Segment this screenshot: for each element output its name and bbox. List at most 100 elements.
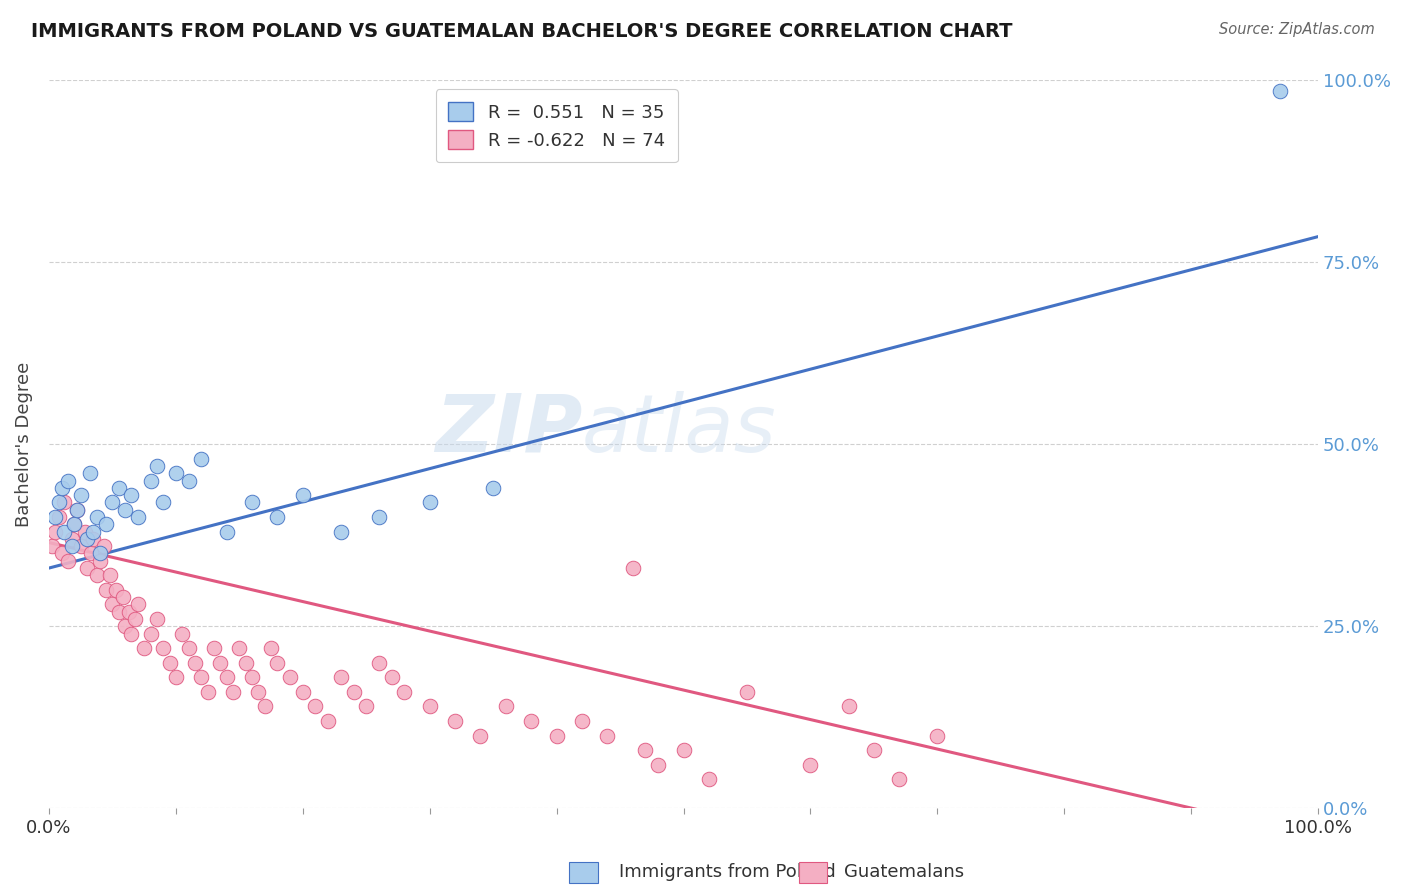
- Point: [53, 495, 76, 509]
- Point: [381, 670, 404, 684]
- Point: [394, 685, 416, 699]
- Point: [146, 458, 169, 473]
- Point: [316, 714, 339, 728]
- Point: [63, 517, 86, 532]
- Point: [146, 612, 169, 626]
- Point: [621, 561, 644, 575]
- Point: [470, 729, 492, 743]
- Point: [735, 685, 758, 699]
- Point: [197, 685, 219, 699]
- Y-axis label: Bachelor's Degree: Bachelor's Degree: [15, 361, 32, 527]
- Point: [634, 743, 657, 757]
- Point: [1268, 84, 1291, 98]
- Point: [190, 451, 212, 466]
- Point: [82, 532, 104, 546]
- Point: [98, 568, 121, 582]
- Point: [228, 641, 250, 656]
- Point: [107, 481, 129, 495]
- Point: [863, 743, 886, 757]
- Point: [889, 772, 911, 787]
- Point: [266, 510, 288, 524]
- Point: [73, 524, 96, 539]
- Point: [124, 612, 146, 626]
- Point: [799, 757, 821, 772]
- Point: [927, 729, 949, 743]
- Point: [139, 626, 162, 640]
- Text: IMMIGRANTS FROM POLAND VS GUATEMALAN BACHELOR'S DEGREE CORRELATION CHART: IMMIGRANTS FROM POLAND VS GUATEMALAN BAC…: [31, 22, 1012, 41]
- Point: [235, 656, 257, 670]
- Point: [190, 670, 212, 684]
- Point: [356, 699, 378, 714]
- Text: Guatemalans: Guatemalans: [844, 863, 963, 881]
- Point: [82, 524, 104, 539]
- Point: [48, 510, 70, 524]
- Point: [291, 685, 314, 699]
- Point: [80, 546, 103, 560]
- Point: [114, 502, 136, 516]
- Point: [419, 495, 441, 509]
- Point: [152, 495, 174, 509]
- Point: [266, 656, 288, 670]
- Point: [546, 729, 568, 743]
- Point: [56, 554, 79, 568]
- Point: [172, 626, 194, 640]
- Point: [177, 641, 200, 656]
- Point: [56, 474, 79, 488]
- Point: [111, 590, 134, 604]
- Point: [159, 656, 181, 670]
- Point: [329, 524, 352, 539]
- Point: [86, 510, 108, 524]
- Point: [177, 474, 200, 488]
- Point: [482, 481, 505, 495]
- Point: [368, 656, 391, 670]
- Point: [571, 714, 593, 728]
- Point: [114, 619, 136, 633]
- Point: [672, 743, 695, 757]
- Point: [215, 524, 238, 539]
- Point: [222, 685, 245, 699]
- Point: [139, 474, 162, 488]
- Point: [495, 699, 517, 714]
- Point: [247, 685, 270, 699]
- Point: [127, 598, 149, 612]
- Point: [291, 488, 314, 502]
- Point: [66, 502, 89, 516]
- Point: [86, 568, 108, 582]
- Point: [260, 641, 283, 656]
- Point: [596, 729, 619, 743]
- Point: [134, 641, 156, 656]
- Point: [278, 670, 301, 684]
- Point: [76, 561, 98, 575]
- Point: [60, 532, 83, 546]
- Point: [101, 495, 124, 509]
- Point: [66, 502, 89, 516]
- Point: [165, 670, 187, 684]
- Point: [60, 539, 83, 553]
- Point: [520, 714, 543, 728]
- Point: [127, 510, 149, 524]
- Point: [209, 656, 232, 670]
- Point: [63, 517, 86, 532]
- Point: [41, 539, 63, 553]
- Point: [121, 488, 143, 502]
- Point: [329, 670, 352, 684]
- Point: [51, 481, 73, 495]
- Point: [697, 772, 720, 787]
- Point: [304, 699, 326, 714]
- Point: [253, 699, 276, 714]
- Point: [444, 714, 467, 728]
- Point: [118, 605, 141, 619]
- Point: [89, 546, 111, 560]
- Point: [44, 510, 66, 524]
- Point: [202, 641, 225, 656]
- Point: [101, 598, 124, 612]
- Point: [121, 626, 143, 640]
- Point: [44, 524, 66, 539]
- Point: [215, 670, 238, 684]
- Point: [107, 605, 129, 619]
- Text: ZIP: ZIP: [434, 391, 582, 468]
- Point: [94, 582, 117, 597]
- Point: [93, 539, 115, 553]
- Text: atlas: atlas: [582, 391, 776, 468]
- Legend: R =  0.551   N = 35, R = -0.622   N = 74: R = 0.551 N = 35, R = -0.622 N = 74: [436, 89, 678, 162]
